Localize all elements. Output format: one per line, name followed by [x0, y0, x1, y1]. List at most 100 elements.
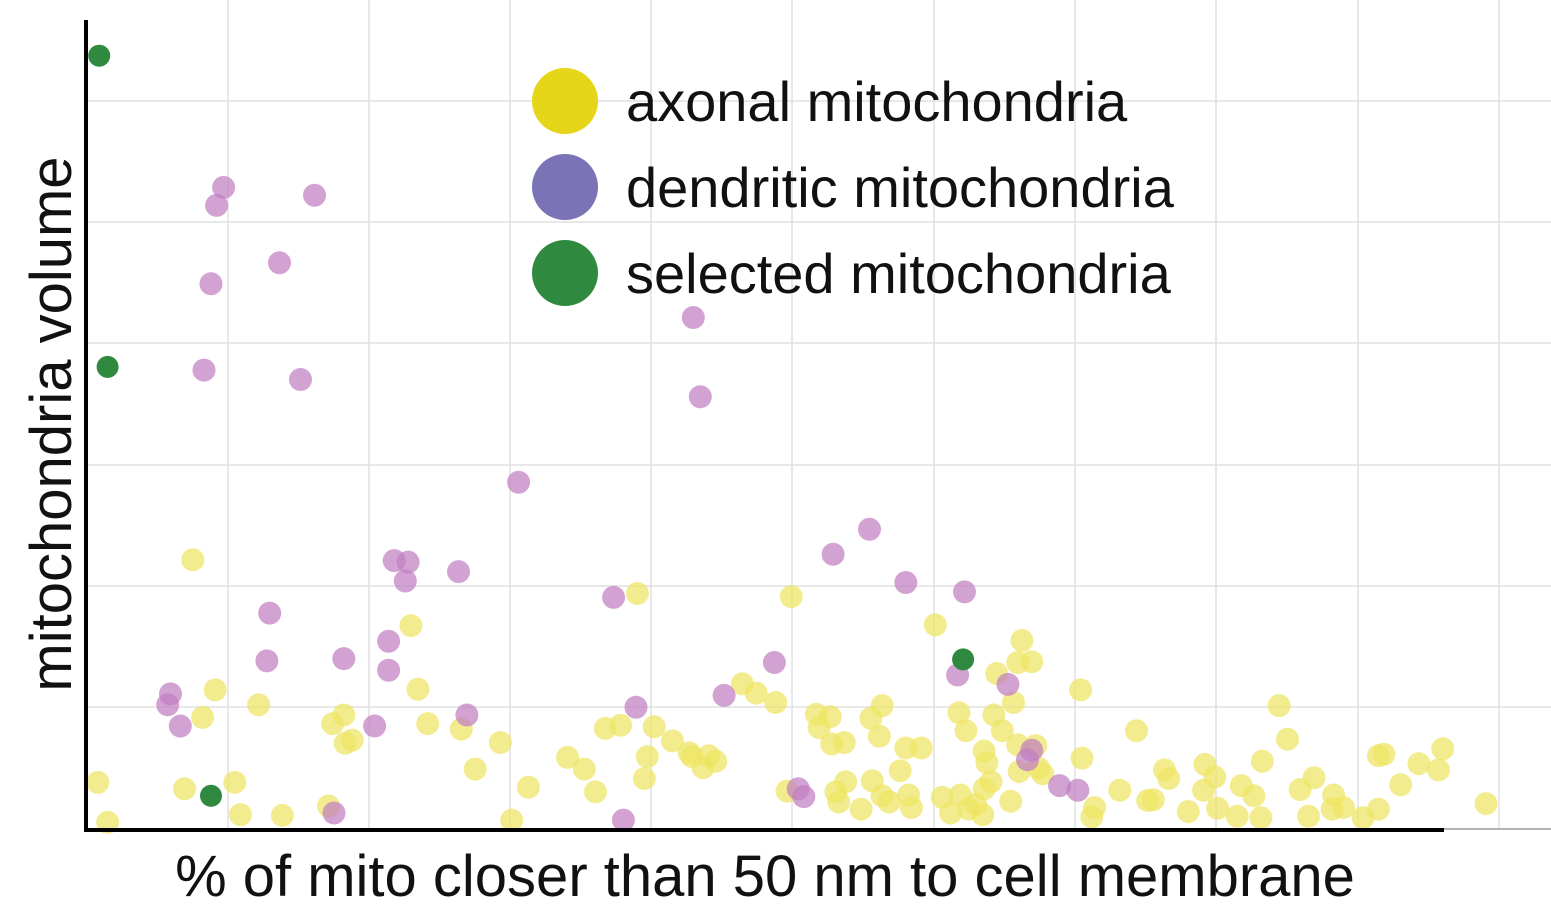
data-point-dendritic: [212, 175, 236, 199]
data-point-axonal: [1302, 766, 1326, 790]
data-point-axonal: [818, 705, 842, 729]
data-point-axonal: [947, 701, 971, 725]
data-point-axonal: [609, 713, 633, 737]
data-point-dendritic: [1066, 778, 1090, 802]
data-point-axonal: [1206, 796, 1230, 820]
data-point-axonal: [223, 770, 247, 794]
data-point-axonal: [1010, 629, 1034, 652]
data-point-axonal: [779, 585, 803, 609]
data-point-dendritic: [289, 368, 312, 391]
legend: axonal mitochondria dendritic mitochondr…: [532, 58, 1174, 316]
points: [86, 44, 1498, 834]
data-point-axonal: [399, 614, 423, 638]
data-point-axonal: [86, 770, 110, 794]
data-point-axonal: [870, 694, 894, 718]
data-point-axonal: [1069, 678, 1093, 702]
data-point-axonal: [827, 790, 851, 814]
data-point-axonal: [642, 715, 666, 739]
data-point-axonal: [500, 808, 524, 832]
data-point-dendritic: [611, 808, 635, 832]
legend-label-axonal: axonal mitochondria: [626, 69, 1128, 133]
data-point-axonal: [909, 736, 933, 760]
data-point-axonal: [939, 801, 963, 825]
data-point-axonal: [1297, 804, 1320, 828]
data-point-dendritic: [455, 703, 479, 727]
data-point-axonal: [1125, 719, 1148, 743]
data-point-dendritic: [624, 695, 648, 719]
data-point-axonal: [1331, 796, 1355, 819]
data-point-dendritic: [1020, 738, 1044, 762]
data-point-axonal: [332, 703, 356, 727]
data-point-dendritic: [602, 585, 626, 609]
data-point-axonal: [834, 770, 858, 794]
data-point-axonal: [897, 783, 921, 807]
data-point-axonal: [1431, 737, 1455, 761]
data-point-dendritic: [792, 785, 816, 809]
data-point-dendritic: [303, 183, 326, 207]
data-point-axonal: [954, 719, 978, 743]
data-point-selected: [96, 355, 119, 378]
data-point-axonal: [1176, 800, 1200, 823]
data-point-dendritic: [363, 714, 387, 738]
data-point-axonal: [173, 777, 196, 801]
data-point-axonal: [1141, 788, 1165, 812]
data-point-dendritic: [393, 569, 417, 593]
data-point-dendritic: [712, 683, 736, 707]
data-point-axonal: [1031, 762, 1055, 786]
data-point-dendritic: [821, 542, 845, 566]
data-point-axonal: [1474, 792, 1498, 816]
data-point-axonal: [1276, 727, 1299, 751]
data-point-axonal: [1389, 773, 1413, 797]
data-point-axonal: [1225, 804, 1249, 828]
data-point-axonal: [1157, 767, 1181, 790]
data-point-dendritic: [396, 550, 420, 574]
data-point-axonal: [463, 757, 487, 781]
legend-swatch-dendritic: [532, 154, 598, 220]
data-point-axonal: [1203, 765, 1227, 789]
data-point-axonal: [488, 731, 512, 754]
data-point-dendritic: [858, 517, 881, 541]
data-point-axonal: [203, 678, 227, 702]
data-point-dendritic: [953, 580, 976, 604]
data-point-dendritic: [894, 571, 918, 594]
data-point-dendritic: [681, 306, 705, 329]
data-point-axonal: [1020, 650, 1044, 674]
data-point-axonal: [625, 582, 649, 605]
data-point-axonal: [340, 728, 364, 752]
y-axis-label: mitochondria volume: [19, 156, 84, 692]
data-point-axonal: [999, 789, 1023, 813]
data-point-axonal: [972, 739, 996, 763]
data-point-axonal: [1002, 691, 1025, 714]
data-point-selected: [88, 44, 111, 67]
x-axis-label: % of mito closer than 50 nm to cell memb…: [175, 844, 1355, 909]
data-point-selected: [952, 648, 975, 671]
legend-item-dendritic: dendritic mitochondria: [532, 144, 1174, 230]
data-point-axonal: [270, 803, 294, 827]
data-point-axonal: [660, 729, 684, 753]
data-point-dendritic: [258, 601, 282, 625]
data-point-axonal: [406, 677, 430, 701]
data-point-dendritic: [377, 629, 401, 653]
data-point-selected: [200, 784, 222, 807]
data-point-axonal: [979, 770, 1003, 794]
legend-label-dendritic: dendritic mitochondria: [626, 155, 1174, 219]
data-point-dendritic: [192, 358, 216, 382]
legend-item-axonal: axonal mitochondria: [532, 58, 1174, 144]
data-point-axonal: [990, 719, 1014, 743]
data-point-axonal: [832, 731, 856, 754]
data-point-dendritic: [762, 651, 786, 674]
data-point-axonal: [888, 759, 912, 783]
data-point-axonal: [704, 749, 728, 773]
data-point-dendritic: [159, 682, 182, 706]
data-point-dendritic: [996, 672, 1020, 696]
legend-label-selected: selected mitochondria: [626, 241, 1171, 305]
data-point-axonal: [632, 767, 656, 790]
data-point-axonal: [181, 548, 205, 572]
data-point-axonal: [1242, 784, 1266, 808]
data-point-axonal: [1108, 778, 1132, 802]
data-point-dendritic: [688, 385, 712, 409]
data-point-dendritic: [332, 647, 356, 671]
data-point-axonal: [867, 724, 891, 748]
data-point-dendritic: [377, 658, 401, 682]
